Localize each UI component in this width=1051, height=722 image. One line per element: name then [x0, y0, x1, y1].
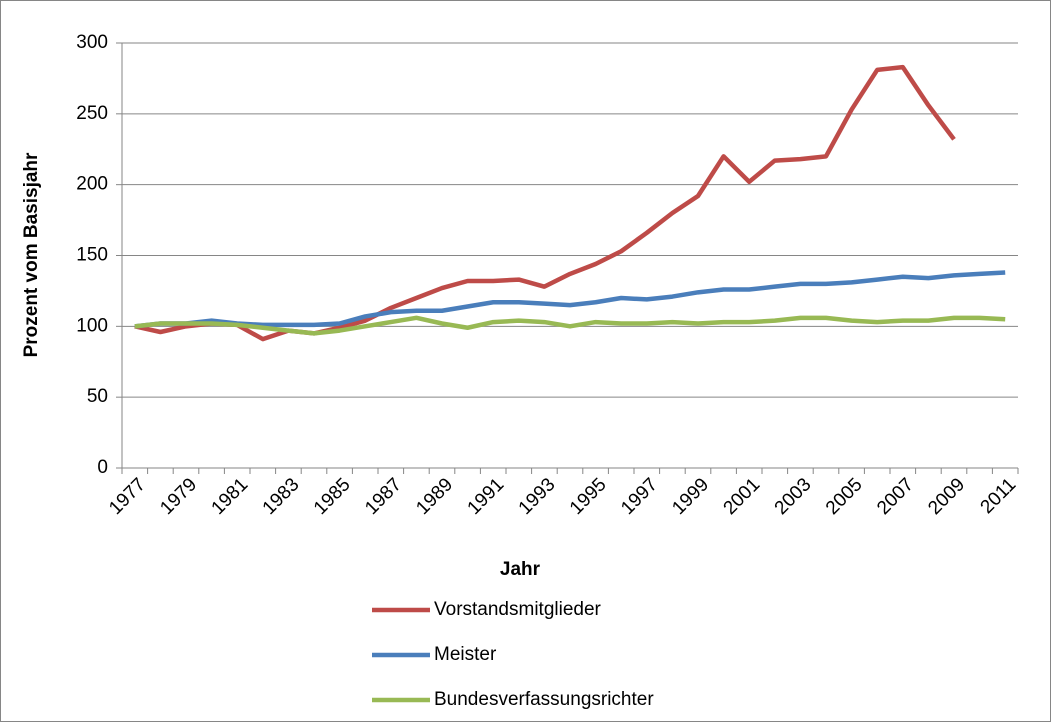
y-tick-label: 300 — [76, 32, 108, 53]
legend-label: Bundesverfassungsrichter — [434, 689, 654, 710]
y-tick-label: 0 — [97, 457, 108, 478]
y-tick-label: 250 — [76, 103, 108, 124]
legend-label: Vorstandsmitglieder — [434, 599, 602, 620]
series-line — [134, 270, 1006, 329]
series-line — [134, 64, 956, 342]
series-line — [134, 315, 1006, 336]
legend-label: Meister — [434, 644, 497, 665]
y-tick-label: 100 — [76, 315, 108, 336]
y-tick-label: 150 — [76, 245, 108, 266]
y-tick-label: 200 — [76, 174, 108, 195]
y-tick-label: 50 — [87, 386, 108, 407]
x-axis-title: Jahr — [500, 559, 541, 580]
y-axis-title: Prozent vom Basisjahr — [21, 152, 42, 357]
